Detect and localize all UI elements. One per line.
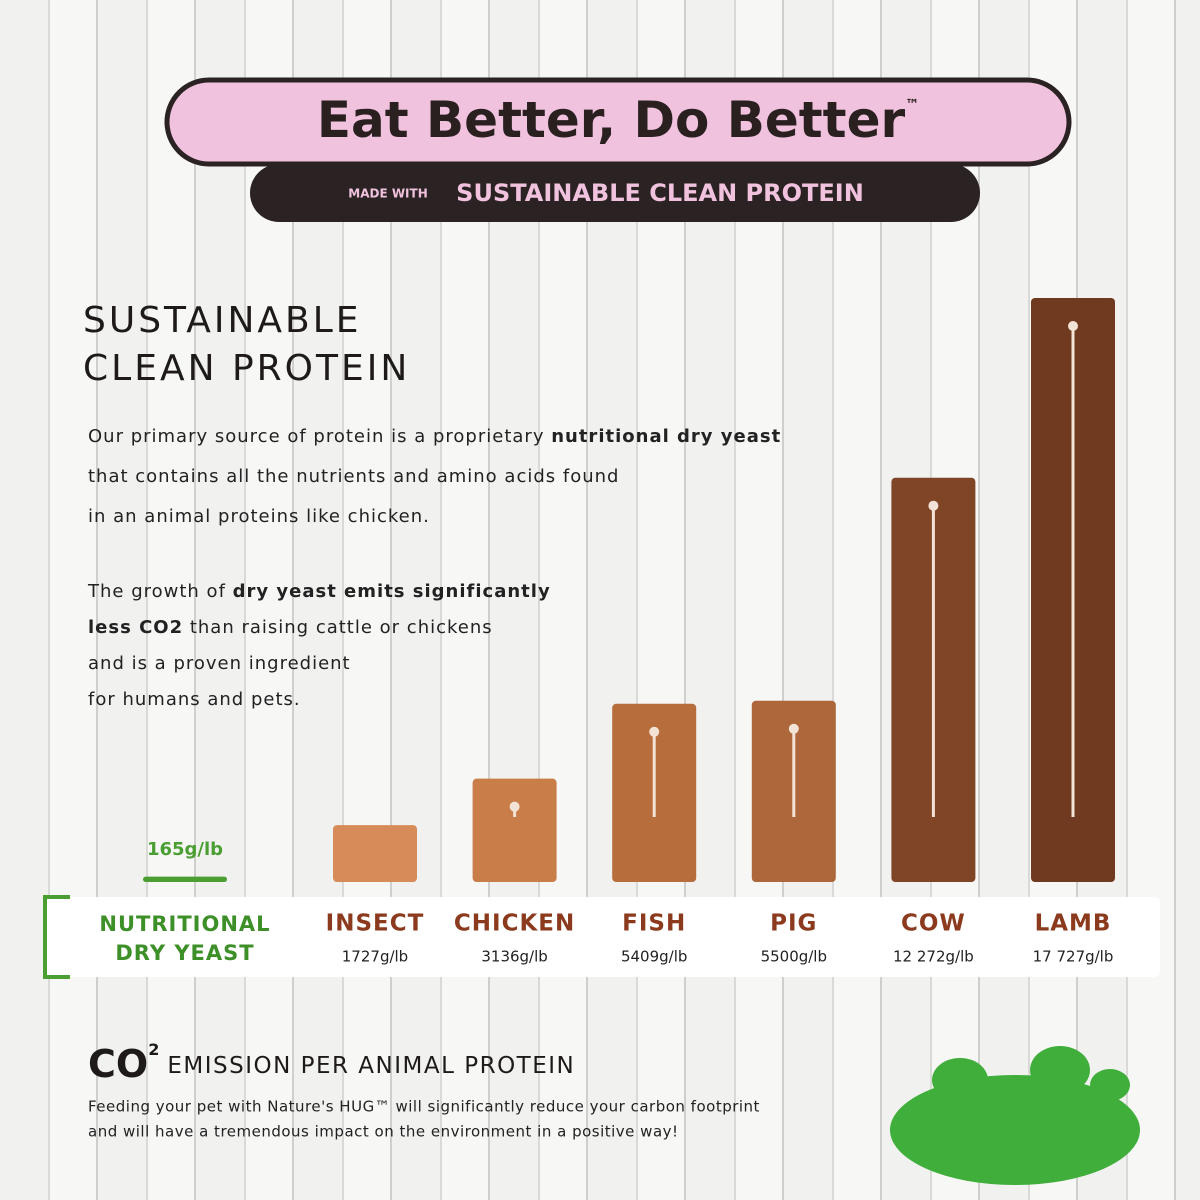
- category-label: INSECT: [326, 911, 425, 937]
- yeast-bracket: [43, 895, 70, 979]
- section-title: CLEAN PROTEIN: [83, 348, 410, 389]
- banner: [250, 164, 980, 222]
- category-label: FISH: [622, 911, 686, 937]
- value-label: 3136g/lb: [481, 948, 547, 966]
- title: Eat Better, Do Better™: [317, 91, 919, 149]
- footer-line: and will have a tremendous impact on the…: [88, 1123, 679, 1141]
- category-label: CHICKEN: [454, 911, 575, 937]
- bar: [472, 778, 557, 882]
- title-text: Eat Better, Do Better: [317, 91, 906, 149]
- made-with: MADE WITH: [348, 187, 428, 201]
- section-title: SUSTAINABLE: [83, 300, 362, 341]
- body-run: that contains all the nutrients and amin…: [88, 466, 619, 487]
- value-label: 5409g/lb: [621, 948, 687, 966]
- body-line: in an animal proteins like chicken.: [88, 506, 430, 527]
- bar-decoration-dot: [509, 801, 520, 812]
- body-line: The growth of dry yeast emits significan…: [87, 581, 551, 602]
- body-run: than raising cattle or chickens: [183, 617, 493, 638]
- value-label: 12 272g/lb: [893, 948, 974, 966]
- globe: [890, 1046, 1140, 1185]
- body-run: and is a proven ingredient: [88, 653, 351, 674]
- trademark: ™: [905, 97, 919, 113]
- body-line: for humans and pets.: [88, 689, 301, 710]
- body-run: in an animal proteins like chicken.: [88, 506, 430, 527]
- co-label: CO: [88, 1042, 148, 1086]
- body-run: The growth of: [87, 581, 233, 602]
- bar: [333, 825, 417, 882]
- body-run: for humans and pets.: [88, 689, 301, 710]
- body-line: that contains all the nutrients and amin…: [88, 466, 619, 487]
- bar-decoration-dot: [928, 500, 939, 511]
- body-run: less CO2: [88, 617, 183, 638]
- emission-heading: EMISSION PER ANIMAL PROTEIN: [167, 1053, 575, 1079]
- co-sup: 2: [148, 1040, 159, 1059]
- body-line: less CO2 than raising cattle or chickens: [88, 617, 493, 638]
- value-label: 5500g/lb: [761, 948, 827, 966]
- banner-text: SUSTAINABLE CLEAN PROTEIN: [456, 179, 864, 207]
- bar-decoration-dot: [1068, 321, 1078, 331]
- body-line: and is a proven ingredient: [88, 653, 351, 674]
- reference-value-label: 165g/lb: [147, 839, 223, 860]
- footer-heading: CO2 EMISSION PER ANIMAL PROTEIN: [88, 1040, 575, 1086]
- body-line: Our primary source of protein is a propr…: [88, 426, 781, 447]
- category-label: COW: [901, 911, 966, 937]
- category-label: LAMB: [1035, 911, 1112, 937]
- value-label: 17 727g/lb: [1033, 948, 1114, 966]
- body-run: nutritional dry yeast: [551, 426, 781, 447]
- bar-decoration-dot: [788, 723, 799, 734]
- label-band: [45, 897, 1160, 977]
- category-label: PIG: [770, 911, 817, 937]
- value-label: 1727g/lb: [342, 948, 408, 966]
- footer-line: Feeding your pet with Nature's HUG™ will…: [88, 1098, 760, 1116]
- body-run: dry yeast emits significantly: [233, 581, 551, 602]
- bar-decoration-dot: [649, 726, 660, 737]
- reference-bar: [143, 876, 227, 882]
- yeast-name: NUTRITIONAL DRY YEAST: [99, 912, 271, 965]
- body-run: Our primary source of protein is a propr…: [88, 426, 551, 447]
